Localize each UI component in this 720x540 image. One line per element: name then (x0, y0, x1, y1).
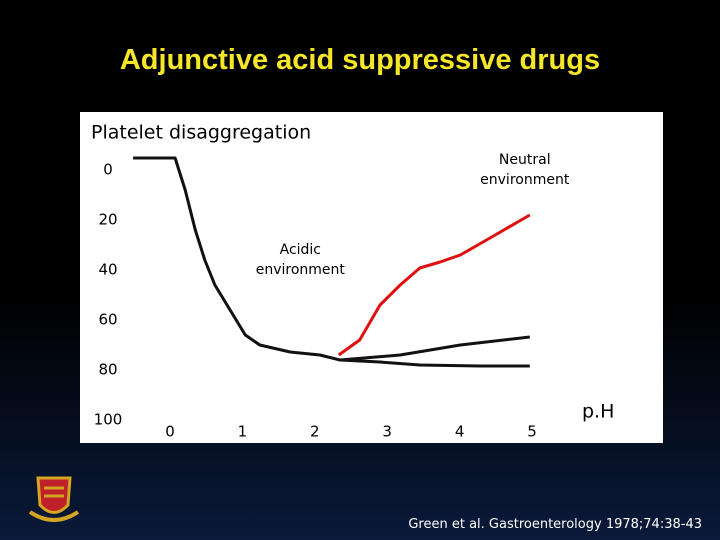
citation: Green et al. Gastroenterology 1978;74:38… (408, 517, 702, 532)
x-tick-label: 3 (382, 423, 392, 441)
y-axis-title: Platelet disaggregation (91, 122, 311, 144)
annotation: Acidic environment (255, 242, 345, 278)
line (337, 213, 531, 357)
line (339, 335, 530, 362)
y-tick-label: 20 (98, 211, 117, 229)
y-tick-label: 100 (94, 411, 123, 429)
x-tick-label: 0 (165, 423, 175, 441)
x-tick-label: 4 (455, 423, 465, 441)
x-tick-label: 2 (310, 423, 320, 441)
annotation: Neutral environment (480, 152, 570, 188)
y-tick-label: 60 (98, 311, 117, 329)
x-tick-label: 1 (238, 423, 248, 441)
y-tick-label: 80 (98, 361, 117, 379)
x-axis-title: p.H (582, 401, 614, 423)
y-tick-label: 0 (103, 161, 113, 179)
x-tick-label: 5 (527, 423, 537, 441)
logo (28, 476, 80, 522)
line (133, 156, 530, 368)
y-tick-label: 40 (98, 261, 117, 279)
slide-title: Adjunctive acid suppressive drugs (119, 44, 601, 76)
